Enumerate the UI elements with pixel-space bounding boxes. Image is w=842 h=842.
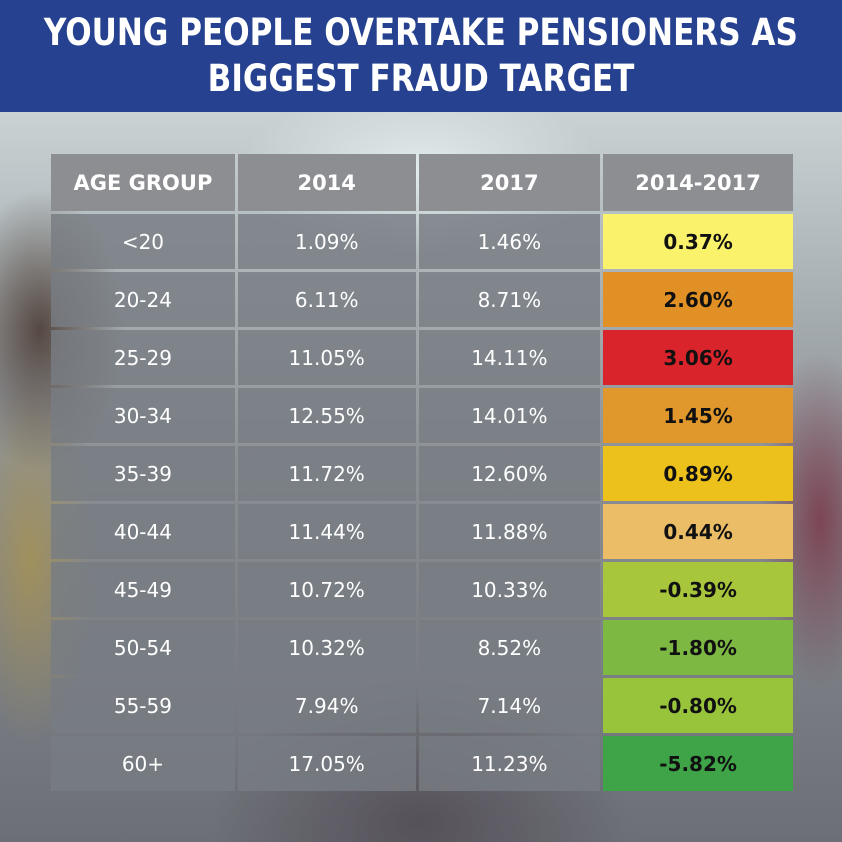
change-cell: 3.06% [603, 330, 793, 385]
value-2014-cell: 7.94% [237, 678, 416, 733]
table-row: 20-24 6.11% 8.71% 2.60% [51, 272, 793, 327]
value-2017-cell: 12.60% [418, 446, 601, 501]
table-row: 35-39 11.72% 12.60% 0.89% [51, 446, 793, 501]
change-cell: 0.37% [603, 214, 793, 269]
age-group-cell: 35-39 [51, 446, 235, 501]
value-2017-cell: 7.14% [418, 678, 601, 733]
value-2017-cell: 1.46% [418, 214, 601, 269]
age-group-cell: 55-59 [51, 678, 235, 733]
age-group-cell: 60+ [51, 736, 235, 791]
age-group-cell: 40-44 [51, 504, 235, 559]
change-cell: -0.39% [603, 562, 793, 617]
value-2014-cell: 10.32% [237, 620, 416, 675]
value-2017-cell: 11.23% [418, 736, 601, 791]
change-cell: -1.80% [603, 620, 793, 675]
age-group-cell: 20-24 [51, 272, 235, 327]
change-cell: 1.45% [603, 388, 793, 443]
age-group-cell: 30-34 [51, 388, 235, 443]
change-cell: -5.82% [603, 736, 793, 791]
change-cell: 0.89% [603, 446, 793, 501]
value-2017-cell: 10.33% [418, 562, 601, 617]
value-2014-cell: 10.72% [237, 562, 416, 617]
title-banner: YOUNG PEOPLE OVERTAKE PENSIONERS AS BIGG… [0, 0, 842, 112]
value-2014-cell: 12.55% [237, 388, 416, 443]
title-line-1: YOUNG PEOPLE OVERTAKE PENSIONERS AS [43, 11, 799, 54]
value-2017-cell: 14.11% [418, 330, 601, 385]
change-cell: -0.80% [603, 678, 793, 733]
value-2017-cell: 8.71% [418, 272, 601, 327]
table-row: 60+ 17.05% 11.23% -5.82% [51, 736, 793, 791]
value-2014-cell: 11.72% [237, 446, 416, 501]
value-2014-cell: 6.11% [237, 272, 416, 327]
change-cell: 2.60% [603, 272, 793, 327]
age-group-cell: 45-49 [51, 562, 235, 617]
column-header-2017: 2017 [418, 154, 601, 211]
table-row: <20 1.09% 1.46% 0.37% [51, 214, 793, 269]
value-2014-cell: 17.05% [237, 736, 416, 791]
value-2017-cell: 8.52% [418, 620, 601, 675]
value-2014-cell: 11.05% [237, 330, 416, 385]
title-line-2: BIGGEST FRAUD TARGET [207, 57, 635, 100]
table-body: <20 1.09% 1.46% 0.37% 20-24 6.11% 8.71% 2.60% 25… [51, 214, 793, 791]
column-header-age-group: AGE GROUP [51, 154, 235, 211]
value-2014-cell: 11.44% [237, 504, 416, 559]
value-2014-cell: 1.09% [237, 214, 416, 269]
age-group-cell: 50-54 [51, 620, 235, 675]
table-row: 45-49 10.72% 10.33% -0.39% [51, 562, 793, 617]
table-row: 30-34 12.55% 14.01% 1.45% [51, 388, 793, 443]
table-row: 55-59 7.94% 7.14% -0.80% [51, 678, 793, 733]
fraud-age-table: AGE GROUP 2014 2017 2014-2017 <20 1.09% 1.… [48, 151, 796, 794]
table-row: 25-29 11.05% 14.11% 3.06% [51, 330, 793, 385]
table-row: 40-44 11.44% 11.88% 0.44% [51, 504, 793, 559]
table-row: 50-54 10.32% 8.52% -1.80% [51, 620, 793, 675]
age-group-cell: 25-29 [51, 330, 235, 385]
header-row: AGE GROUP 2014 2017 2014-2017 [51, 154, 793, 211]
change-cell: 0.44% [603, 504, 793, 559]
column-header-change: 2014-2017 [603, 154, 793, 211]
value-2017-cell: 11.88% [418, 504, 601, 559]
column-header-2014: 2014 [237, 154, 416, 211]
age-group-cell: <20 [51, 214, 235, 269]
value-2017-cell: 14.01% [418, 388, 601, 443]
